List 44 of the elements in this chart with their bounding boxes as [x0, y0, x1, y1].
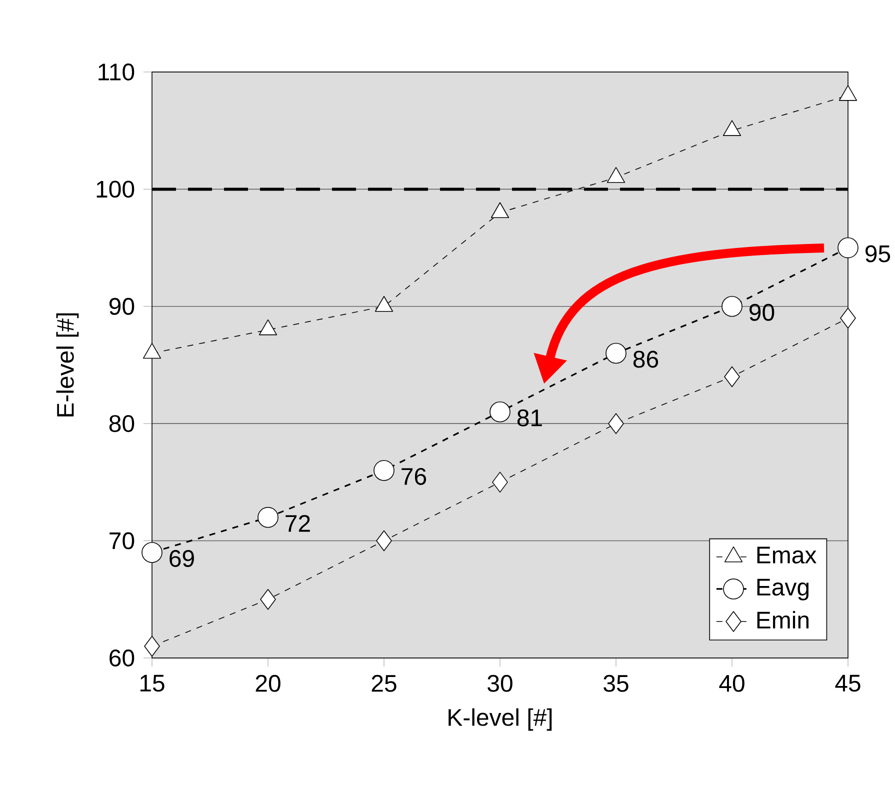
x-tick-label: 15: [140, 674, 164, 692]
point: [838, 85, 858, 101]
point: [722, 120, 742, 136]
x-tick-label: 25: [372, 674, 396, 692]
point: [142, 542, 162, 563]
legend-label: Emin: [757, 611, 808, 628]
x-tick-label: 35: [604, 674, 628, 692]
point: [492, 472, 508, 493]
y-tick-label: 60: [110, 649, 134, 666]
point: [144, 636, 160, 657]
data-label: 90: [750, 304, 774, 321]
point: [722, 296, 742, 317]
x-tick-label: 40: [719, 674, 744, 692]
y-tick-label: 80: [109, 415, 134, 432]
y-tick-label: 90: [110, 298, 134, 315]
data-label: 95: [866, 245, 890, 262]
data-label: 86: [633, 350, 658, 368]
point: [374, 460, 394, 481]
legend-label: Emax: [757, 546, 816, 564]
point: [376, 530, 392, 552]
y-tick-label: 70: [110, 532, 134, 550]
x-tick-label: 45: [835, 674, 860, 692]
point: [606, 342, 626, 364]
point: [840, 308, 856, 329]
point: [608, 413, 624, 434]
data-label: 69: [170, 550, 194, 567]
point: [258, 506, 278, 528]
y-axis-title: E-level [#]: [56, 313, 79, 416]
y-tick-label: 110: [98, 63, 134, 80]
point: [260, 588, 276, 610]
x-tick-label: 20: [256, 674, 280, 692]
point: [374, 296, 394, 312]
y-tick-label: 100: [96, 180, 134, 198]
point: [258, 319, 278, 336]
x-axis-title: K-level [#]: [448, 708, 552, 731]
point: [490, 401, 510, 422]
point: [724, 366, 740, 388]
point: [490, 202, 510, 218]
point: [606, 167, 626, 183]
data-label: 81: [517, 409, 542, 426]
legend-label: Eavg: [757, 578, 809, 600]
data-label: 76: [402, 468, 426, 485]
data-label: 72: [286, 514, 310, 532]
x-tick-label: 30: [488, 674, 512, 692]
